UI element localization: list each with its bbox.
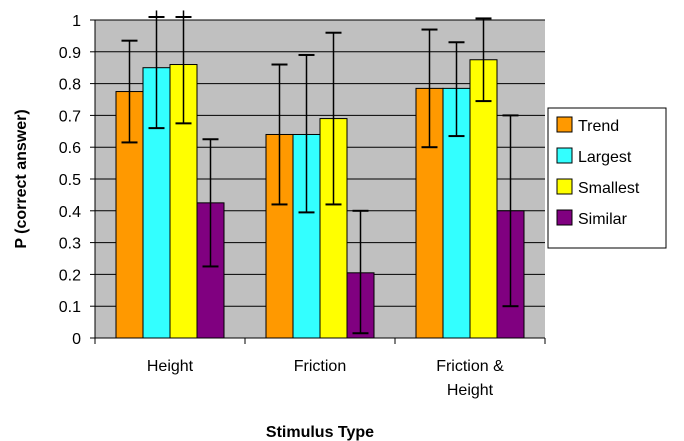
legend-label-similar: Similar	[578, 211, 628, 228]
y-tick-label: 0.3	[59, 236, 81, 253]
legend-swatch-trend	[556, 116, 573, 133]
x-axis-ticks: Height Friction Friction & Height	[94, 338, 546, 399]
y-tick-label: 0.1	[59, 299, 81, 316]
x-tick-label: Friction	[294, 358, 346, 375]
y-tick-label: 1	[72, 13, 81, 30]
bar-smallest	[469, 59, 498, 339]
y-tick-label: 0.9	[59, 45, 81, 62]
error-bars	[121, 10, 519, 335]
y-tick-label: 0	[72, 331, 81, 348]
legend-label-trend: Trend	[578, 118, 619, 135]
y-axis-title: P (correct answer)	[13, 109, 30, 248]
y-tick-label: 0.2	[59, 267, 81, 284]
legend-label-largest: Largest	[578, 149, 632, 166]
x-tick-label: Height	[447, 382, 494, 399]
x-axis-title: Stimulus Type	[266, 424, 374, 441]
legend-swatch-largest	[556, 147, 573, 164]
y-tick-label: 0.6	[59, 140, 81, 157]
legend-swatch-similar	[556, 209, 573, 226]
y-tick-label: 0.4	[59, 204, 81, 221]
y-tick-label: 0.8	[59, 77, 81, 94]
legend-label-smallest: Smallest	[578, 180, 640, 197]
legend: Trend Largest Smallest Similar	[547, 107, 667, 249]
x-tick-label: Height	[147, 358, 194, 375]
y-axis-ticks: 0 0.1 0.2 0.3 0.4 0.5 0.6 0.7 0.8 0.9 1	[59, 13, 95, 348]
x-tick-label: Friction &	[436, 358, 504, 375]
y-tick-label: 0.7	[59, 108, 81, 125]
y-tick-label: 0.5	[59, 172, 81, 189]
legend-swatch-smallest	[556, 178, 573, 195]
